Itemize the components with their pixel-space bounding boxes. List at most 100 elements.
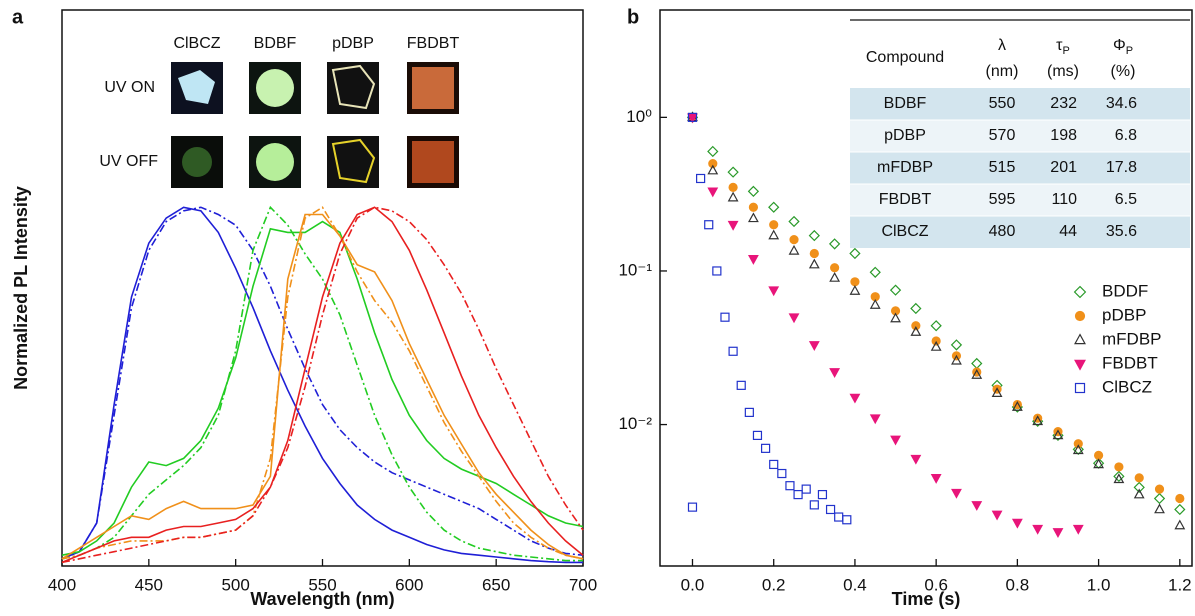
marker <box>971 357 983 370</box>
marker <box>788 215 800 228</box>
marker <box>1153 492 1166 505</box>
photo-powder <box>256 143 294 181</box>
marker <box>951 354 962 365</box>
marker <box>768 229 780 240</box>
marker <box>760 443 771 453</box>
spectrum-line <box>61 213 584 560</box>
marker <box>1011 401 1023 411</box>
photo-powder <box>182 147 212 177</box>
table-row-bg <box>850 120 1190 152</box>
marker <box>890 435 901 446</box>
table-row-bg <box>850 152 1190 184</box>
marker <box>849 393 861 404</box>
table-cell: 550 <box>989 95 1016 112</box>
marker <box>1052 429 1064 440</box>
marker <box>769 220 779 230</box>
table-cell: mFDBP <box>877 159 933 176</box>
y-axis-title: Normalized PL Intensity <box>11 186 31 390</box>
legend-label: FBDBT <box>1102 353 1158 372</box>
marker <box>930 320 942 332</box>
marker <box>825 504 836 515</box>
marker <box>727 191 739 202</box>
photo-crystal <box>331 64 376 110</box>
marker <box>747 212 759 223</box>
marker <box>1113 470 1125 483</box>
table-cell: 595 <box>989 191 1016 208</box>
legend-marker <box>1074 333 1086 345</box>
marker <box>777 468 787 479</box>
photo-powder <box>256 69 294 107</box>
marker <box>687 113 698 124</box>
table-header: ΦP <box>1113 37 1133 57</box>
marker <box>1072 444 1084 455</box>
table-cell: BDBF <box>884 95 927 112</box>
marker <box>808 229 820 242</box>
table-cell: 44 <box>1059 223 1077 240</box>
spectrum-line <box>61 205 583 562</box>
marker <box>1133 481 1145 494</box>
marker <box>809 248 819 259</box>
header-sub: P <box>1126 45 1133 57</box>
x-tick-label: 700 <box>569 575 597 594</box>
photo-label: ClBCZ <box>173 35 220 52</box>
marker <box>830 263 840 273</box>
table-cell: 34.6 <box>1106 95 1137 112</box>
header-sub: P <box>1062 45 1069 57</box>
x-axis-title: Time (s) <box>892 589 961 609</box>
marker <box>747 254 759 265</box>
marker <box>829 368 841 379</box>
marker <box>828 238 841 250</box>
marker <box>1134 473 1144 483</box>
header-symbol: Φ <box>1113 37 1126 54</box>
marker <box>869 298 881 309</box>
marker <box>752 430 763 441</box>
marker <box>842 515 852 525</box>
legend-marker <box>1073 285 1087 299</box>
marker <box>869 414 881 425</box>
table-header: λ <box>998 37 1006 54</box>
marker <box>971 369 983 379</box>
marker <box>747 185 760 197</box>
marker <box>788 244 800 255</box>
marker <box>910 302 922 315</box>
table-header: Compound <box>866 49 944 66</box>
marker <box>910 326 922 336</box>
x-tick-label: 500 <box>221 575 249 594</box>
table-cell: 110 <box>1051 191 1077 208</box>
marker <box>809 500 819 510</box>
table-cell: 480 <box>989 223 1016 240</box>
x-tick-label: 550 <box>308 575 336 594</box>
photo-label: pDBP <box>332 35 374 52</box>
photo-film <box>412 67 454 109</box>
legend-marker <box>1074 382 1086 394</box>
marker <box>930 340 942 351</box>
table-cell: ClBCZ <box>881 223 928 240</box>
marker <box>785 481 795 491</box>
marker <box>850 277 860 287</box>
x-tick-label: 600 <box>395 575 423 594</box>
y-tick-label: 10⁰ <box>626 107 652 126</box>
marker <box>1154 503 1165 514</box>
x-tick-label: 450 <box>135 575 163 594</box>
marker <box>1093 458 1105 469</box>
marker <box>1032 524 1044 535</box>
table-cell: 6.5 <box>1115 191 1137 208</box>
photo-label: BDBF <box>254 35 297 52</box>
marker <box>1174 503 1186 516</box>
photo-crystal <box>331 138 376 184</box>
marker <box>951 488 962 499</box>
table-unit: (%) <box>1111 63 1136 80</box>
table-unit: (ms) <box>1047 63 1079 80</box>
x-tick-label: 0.4 <box>843 575 867 594</box>
table-cell: 6.8 <box>1115 127 1137 144</box>
spectrum-line <box>61 206 584 560</box>
spectrum-line <box>61 206 584 564</box>
marker <box>707 145 719 158</box>
marker <box>910 454 922 465</box>
marker <box>834 512 844 522</box>
marker <box>1072 524 1084 535</box>
legend-label: pDBP <box>1102 305 1146 324</box>
table-cell: 17.8 <box>1106 159 1137 176</box>
legend-label: BDDF <box>1102 281 1148 300</box>
photo-film <box>412 141 454 183</box>
